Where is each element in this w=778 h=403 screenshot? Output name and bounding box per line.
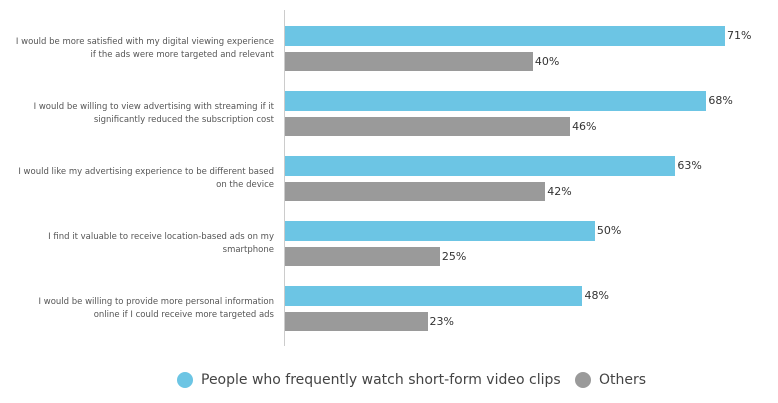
value-label: 40% bbox=[534, 55, 560, 68]
legend-label: People who frequently watch short-form v… bbox=[201, 372, 561, 388]
bar bbox=[285, 221, 595, 241]
bar bbox=[285, 52, 533, 71]
value-label: 63% bbox=[677, 159, 702, 172]
bar bbox=[285, 286, 583, 306]
category-label: I would be willing to view advertising w… bbox=[33, 102, 274, 125]
axis-line bbox=[284, 10, 285, 346]
value-label: 68% bbox=[708, 94, 733, 107]
bar bbox=[285, 91, 707, 111]
category-label: I would be more satisfied with my digita… bbox=[15, 37, 274, 60]
value-label: 25% bbox=[441, 250, 467, 263]
category-label: I would be willing to provide more perso… bbox=[38, 297, 274, 320]
bar bbox=[285, 117, 571, 136]
value-label: 46% bbox=[572, 120, 597, 133]
bar bbox=[285, 26, 725, 46]
legend-marker bbox=[177, 372, 193, 388]
legend-label: Others bbox=[599, 372, 647, 388]
bar bbox=[285, 312, 428, 331]
legend-marker bbox=[575, 372, 591, 388]
value-label: 42% bbox=[547, 185, 572, 198]
bar bbox=[285, 182, 546, 201]
value-label: 50% bbox=[596, 224, 622, 237]
bar bbox=[285, 156, 676, 176]
value-label: 23% bbox=[429, 315, 454, 328]
category-label: I find it valuable to receive location-b… bbox=[48, 232, 274, 255]
category-label: I would like my advertising experience t… bbox=[18, 167, 274, 190]
value-label: 71% bbox=[727, 29, 752, 42]
value-label: 48% bbox=[584, 289, 609, 302]
bar bbox=[285, 247, 440, 266]
